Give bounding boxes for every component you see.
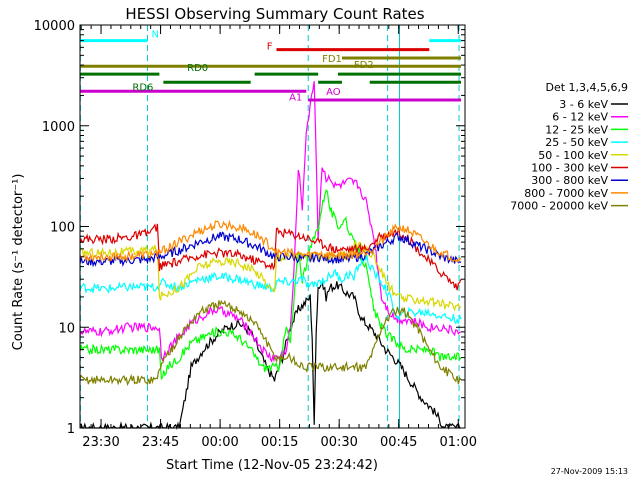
x-tick-label-5: 00:45 [380, 435, 417, 450]
y-tick-label-3: 1000 [42, 120, 75, 135]
x-tick-label-2: 00:00 [201, 435, 238, 450]
series-line-2 [79, 189, 462, 381]
y-tick-label-0: 1 [67, 422, 75, 437]
chart-title: HESSI Observing Summary Count Rates [125, 5, 424, 23]
series-line-1 [79, 81, 462, 363]
timestamp: 27-Nov-2009 15:13 [551, 467, 628, 476]
state-label-rd6: RD6 [132, 82, 153, 93]
legend-label-6: 300 - 800 keV [531, 174, 608, 187]
legend-label-3: 25 - 50 keV [545, 136, 608, 149]
x-tick-label-6: 01:00 [440, 435, 477, 450]
series-line-3 [79, 254, 462, 325]
axes: 1 10 100 1000 10000 23:30 23:45 00:00 00:15 00:30… [34, 19, 477, 450]
state-label-fd2: FD2 [354, 60, 374, 71]
state-label-a1: A1 [289, 92, 302, 103]
series-line-5 [79, 223, 462, 291]
legend-label-2: 12 - 25 keV [545, 123, 608, 136]
legend-label-7: 800 - 7000 keV [524, 187, 608, 200]
x-tick-label-3: 00:15 [261, 435, 298, 450]
x-axis-label: Start Time (12-Nov-05 23:24:42) [166, 458, 378, 473]
legend-label-0: 3 - 6 keV [559, 98, 608, 111]
state-label-n: N [151, 30, 158, 41]
legend-title: Det 1,3,4,5,6,9 [545, 81, 628, 94]
state-label-rd0: RD0 [187, 63, 208, 74]
series-line-7 [80, 219, 462, 263]
y-axis-label: Count Rate (s⁻¹ detector⁻¹) [11, 174, 26, 351]
state-label-ao: AO [326, 87, 341, 98]
series-line-6 [79, 231, 462, 268]
series-line-8 [79, 299, 462, 387]
legend-label-5: 100 - 300 keV [531, 162, 608, 175]
y-tick-label-1: 10 [58, 321, 75, 336]
x-tick-label-4: 00:30 [320, 435, 357, 450]
state-label-f: F [267, 42, 273, 53]
y-tick-label-2: 100 [50, 221, 75, 236]
x-tick-label-1: 23:45 [142, 435, 179, 450]
state-label-fd1: FD1 [322, 54, 342, 65]
series-line-0 [79, 280, 461, 430]
legend-label-8: 7000 - 20000 keV [510, 200, 608, 213]
plot-area: N F FD1 FD2 RD0 RD6 A1 AO [79, 25, 462, 430]
y-tick-label-4: 10000 [34, 19, 75, 34]
legend-label-1: 6 - 12 keV [552, 111, 608, 124]
x-tick-label-0: 23:30 [82, 435, 119, 450]
series-line-4 [79, 239, 462, 313]
legend-label-4: 50 - 100 keV [538, 149, 608, 162]
